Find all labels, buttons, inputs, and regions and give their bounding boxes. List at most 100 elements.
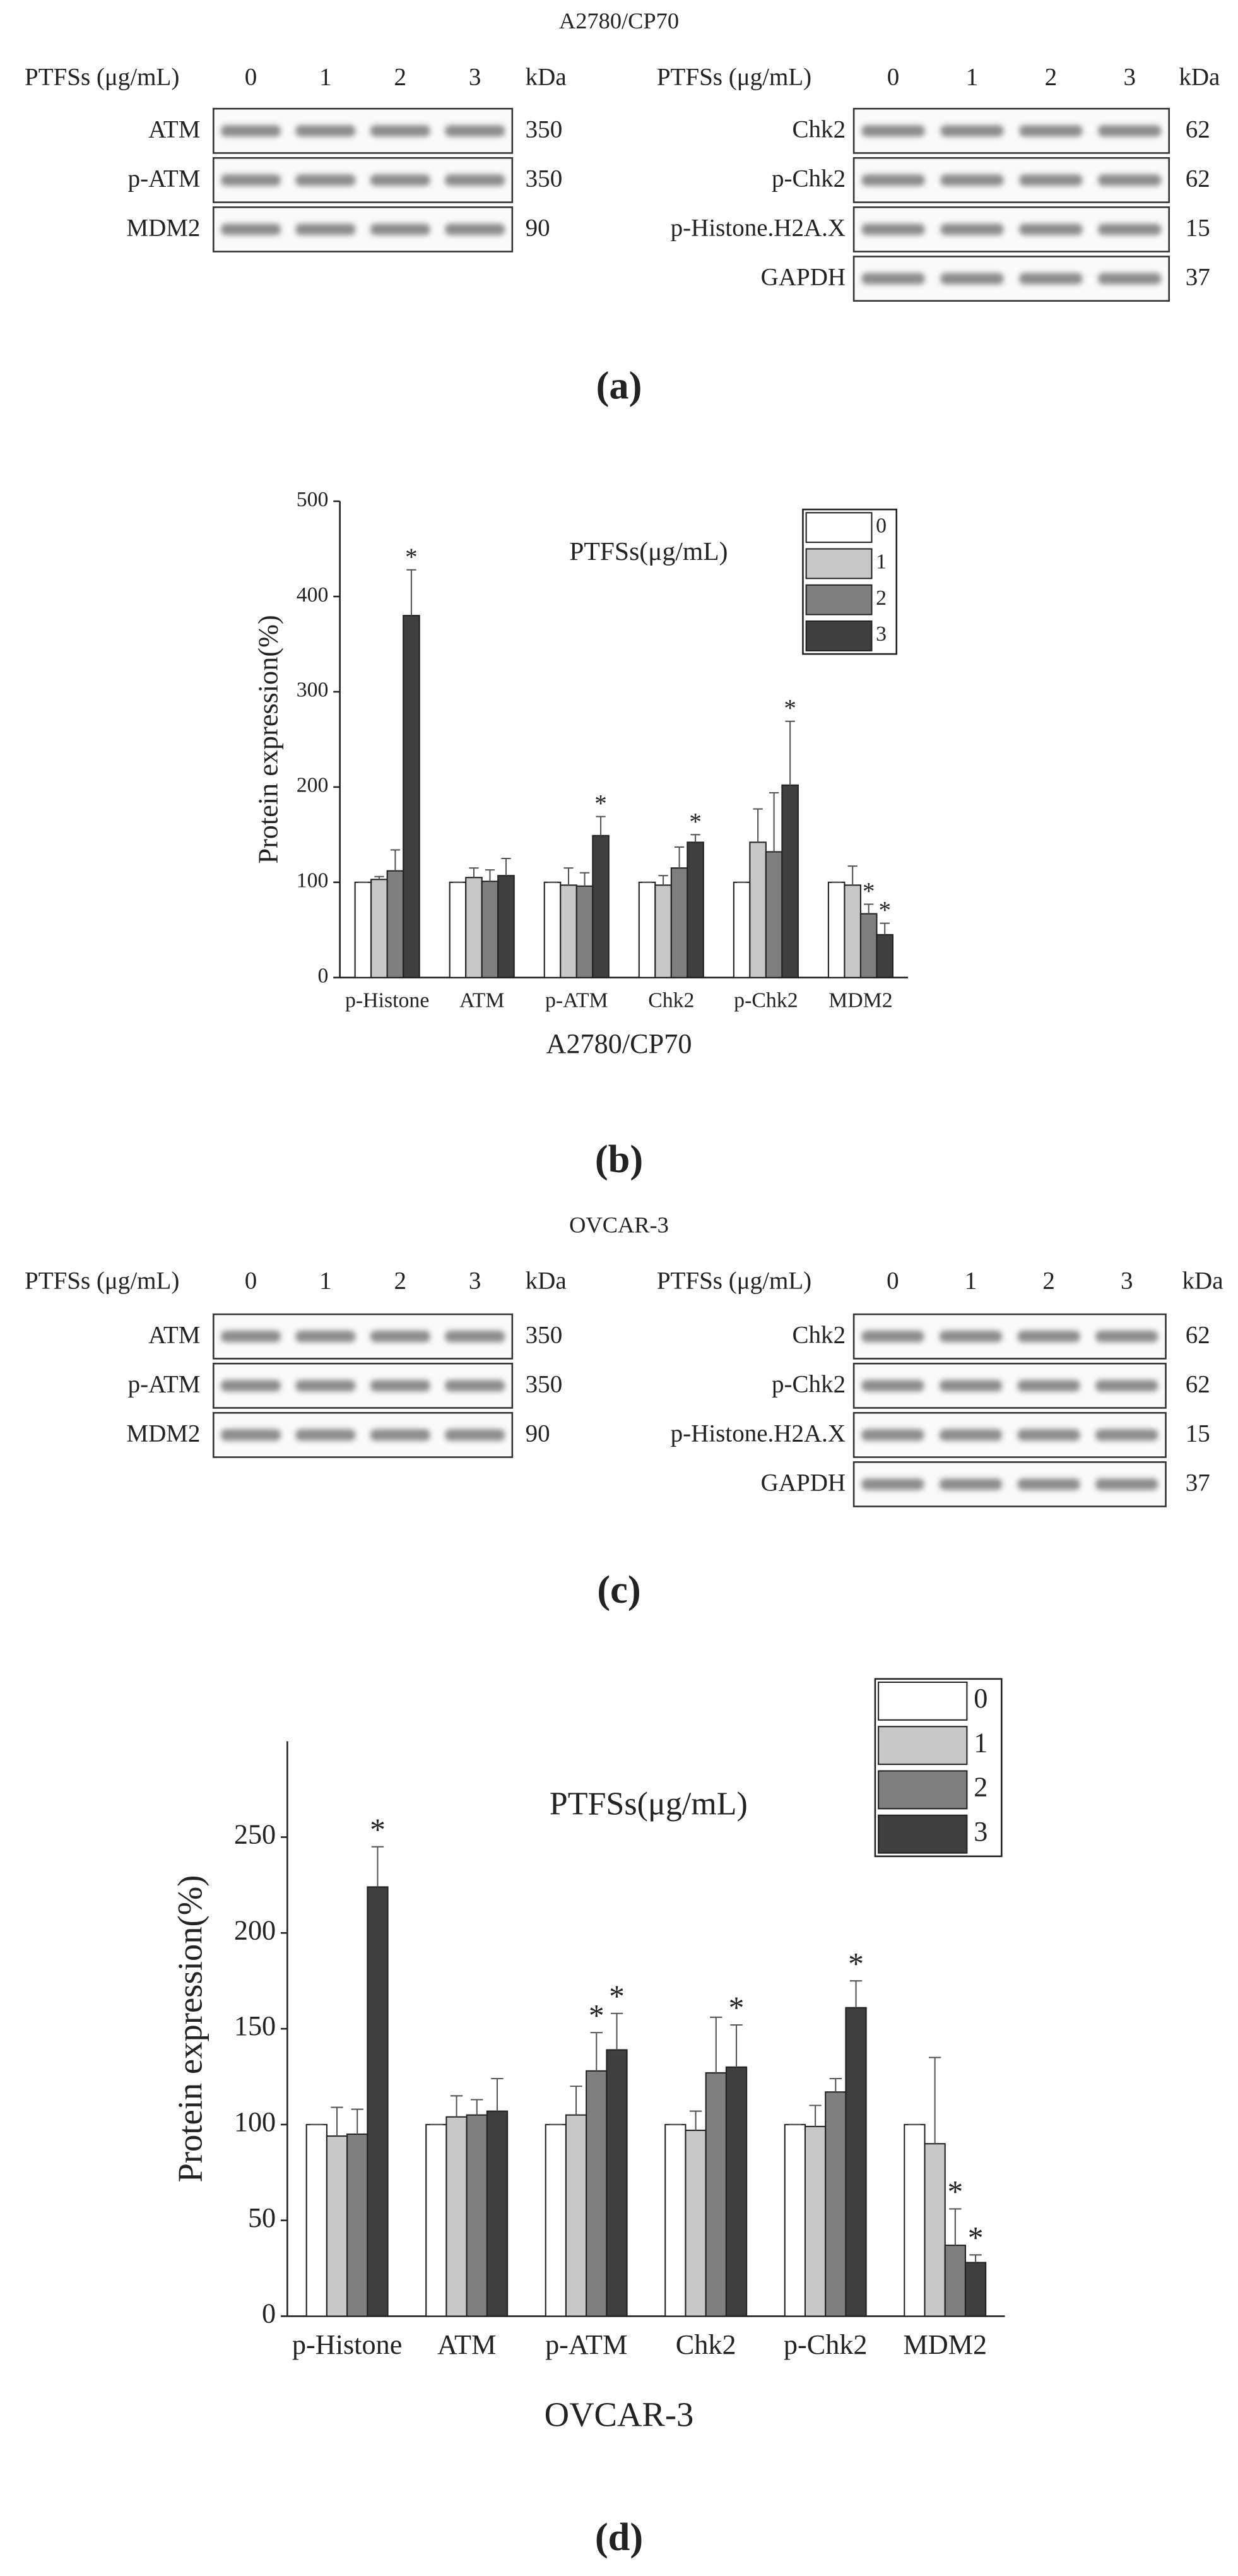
bar	[859, 913, 878, 978]
kda-label: 37	[1186, 264, 1210, 291]
protein-name: MDM2	[126, 1420, 200, 1447]
bar	[354, 881, 372, 978]
blot-band	[1017, 1380, 1080, 1392]
legend-swatch	[805, 584, 873, 615]
error-bar	[829, 2077, 842, 2092]
blot-band	[1019, 174, 1083, 186]
x-tick-label: MDM2	[828, 988, 892, 1012]
legend-title: PTFSs(μg/mL)	[550, 1786, 748, 1822]
y-tick-label: 150	[234, 2010, 276, 2041]
error-bar	[864, 903, 874, 914]
error-bar	[769, 792, 779, 852]
y-tick-label: 100	[297, 869, 329, 893]
error-bar	[596, 816, 606, 836]
kda-label: 15	[1186, 1420, 1210, 1447]
legend-swatch	[878, 1814, 968, 1854]
blot-band	[861, 174, 925, 186]
error-bar	[847, 865, 858, 886]
error-bar	[849, 1980, 863, 2008]
error-bar	[689, 2110, 702, 2130]
bar	[876, 934, 894, 978]
error-bar	[390, 849, 401, 871]
blot-band	[445, 223, 505, 235]
kda-label: 350	[526, 1322, 563, 1349]
bar	[370, 879, 388, 978]
significance-mark: *	[878, 897, 891, 924]
blot-band	[445, 125, 505, 137]
legend-swatch	[805, 620, 873, 651]
legend-label: 1	[876, 550, 887, 574]
bar	[654, 884, 672, 978]
dose-label: 1	[319, 1267, 332, 1295]
x-tick-label: p-Histone	[345, 988, 429, 1012]
error-bar	[710, 2016, 722, 2073]
bar	[403, 615, 420, 978]
bar	[367, 1886, 389, 2317]
protein-name: p-Histone.H2A.X	[671, 215, 846, 242]
blot-band	[1095, 1478, 1158, 1490]
blot-unit: kDa	[526, 1267, 567, 1295]
blot-title: A2780/CP70	[559, 8, 679, 33]
significance-mark: *	[784, 695, 796, 722]
protein-name: Chk2	[793, 1322, 846, 1349]
dose-label: 1	[965, 1267, 977, 1295]
y-tick-label: 500	[297, 488, 329, 511]
dose-label: 3	[1124, 63, 1136, 90]
y-axis-label: Protein expression(%)	[171, 1875, 209, 2183]
error-bar	[809, 2104, 822, 2127]
significance-mark: *	[863, 878, 875, 905]
bar	[765, 851, 783, 978]
bar	[904, 2123, 926, 2317]
protein-name: ATM	[148, 116, 200, 143]
error-bar	[949, 2208, 962, 2246]
blot-header: PTFSs (μg/mL)	[25, 1267, 179, 1295]
bar	[687, 841, 704, 978]
bar	[606, 2049, 628, 2317]
kda-label: 62	[1186, 165, 1210, 193]
blot-header: PTFSs (μg/mL)	[657, 1267, 811, 1295]
bar	[784, 2123, 806, 2317]
panel-label: (c)	[597, 1567, 640, 1611]
x-tick-label: p-ATM	[545, 988, 608, 1012]
bar	[827, 881, 846, 978]
bar	[486, 2110, 509, 2317]
dose-label: 2	[1042, 1267, 1055, 1295]
dose-label: 2	[394, 63, 407, 90]
significance-mark: *	[848, 1946, 864, 1981]
bar	[685, 2129, 707, 2317]
kda-label: 62	[1186, 116, 1210, 143]
legend-label: 1	[974, 1727, 987, 1758]
x-tick-label: ATM	[459, 988, 504, 1012]
bar	[425, 2123, 447, 2317]
blot-band	[940, 1478, 1002, 1490]
error-bar	[658, 875, 668, 886]
bar	[575, 885, 594, 978]
error-bar	[563, 867, 574, 886]
bar	[445, 2116, 468, 2317]
significance-mark: *	[370, 1812, 386, 1847]
significance-mark: *	[729, 1990, 745, 2025]
x-tick-label: p-Histone	[292, 2329, 402, 2360]
legend-label: 3	[974, 1816, 987, 1847]
bar	[305, 2123, 327, 2317]
bar	[844, 884, 861, 978]
significance-mark: *	[968, 2221, 984, 2255]
blot-unit: kDa	[1182, 1267, 1223, 1295]
kda-label: 350	[526, 116, 563, 143]
y-tick-label: 400	[297, 583, 329, 607]
protein-name: p-Histone.H2A.X	[671, 1420, 846, 1447]
bar	[565, 2114, 587, 2317]
blot-band	[221, 125, 281, 137]
error-bar	[928, 2057, 941, 2144]
bar	[466, 2114, 488, 2317]
blot-band	[221, 223, 281, 235]
blot-band	[1098, 125, 1162, 137]
bar	[346, 2133, 368, 2317]
y-tick-label: 50	[248, 2202, 276, 2233]
error-bar	[674, 846, 685, 869]
blot-band	[940, 1380, 1002, 1392]
y-tick-label: 300	[297, 679, 329, 702]
error-bar	[579, 872, 590, 886]
dose-label: 1	[319, 63, 332, 90]
panel-label: (d)	[595, 2515, 643, 2559]
